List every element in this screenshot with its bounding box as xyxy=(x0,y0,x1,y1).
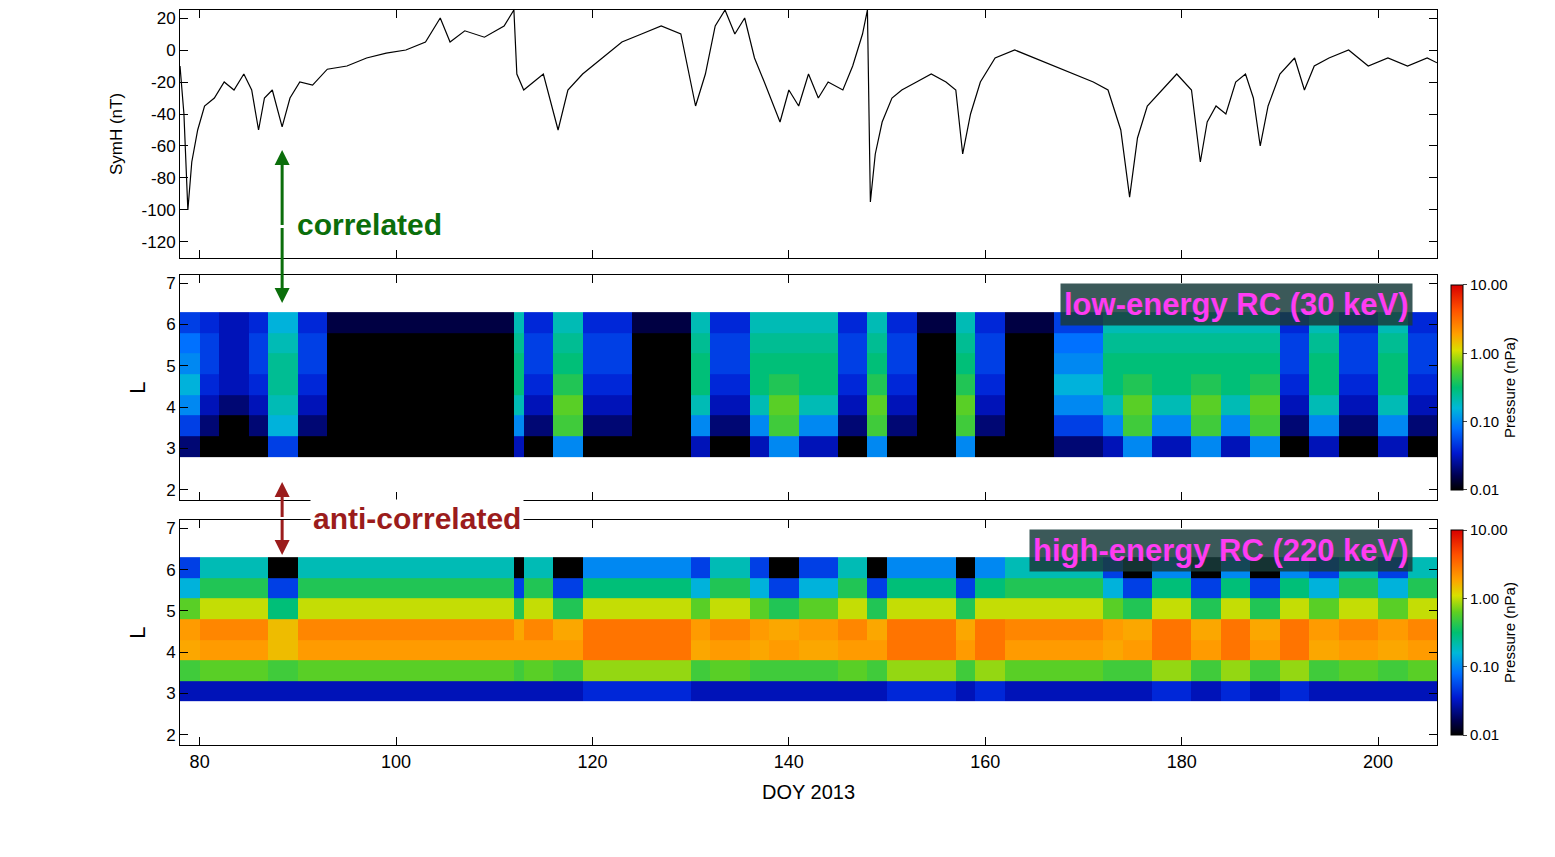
svg-text:1.00: 1.00 xyxy=(1470,345,1499,362)
svg-text:L: L xyxy=(125,626,150,638)
svg-text:4: 4 xyxy=(166,643,175,662)
svg-text:0.10: 0.10 xyxy=(1470,413,1499,430)
svg-text:3: 3 xyxy=(166,439,175,458)
svg-text:0.01: 0.01 xyxy=(1470,481,1499,498)
svg-text:140: 140 xyxy=(774,752,804,772)
svg-text:7: 7 xyxy=(166,519,175,538)
svg-text:2: 2 xyxy=(166,726,175,745)
svg-text:-60: -60 xyxy=(151,137,176,156)
svg-text:20: 20 xyxy=(157,9,176,28)
svg-text:-20: -20 xyxy=(151,73,176,92)
svg-text:DOY 2013: DOY 2013 xyxy=(762,781,855,803)
svg-text:7: 7 xyxy=(166,274,175,293)
svg-text:200: 200 xyxy=(1363,752,1393,772)
svg-text:-40: -40 xyxy=(151,105,176,124)
svg-text:-120: -120 xyxy=(142,233,176,252)
svg-text:correlated: correlated xyxy=(297,208,442,241)
svg-text:low-energy RC (30 keV): low-energy RC (30 keV) xyxy=(1064,287,1409,322)
svg-text:100: 100 xyxy=(381,752,411,772)
svg-text:160: 160 xyxy=(970,752,1000,772)
svg-text:Pressure (nPa): Pressure (nPa) xyxy=(1501,337,1518,438)
svg-text:2: 2 xyxy=(166,481,175,500)
svg-text:10.00: 10.00 xyxy=(1470,521,1508,538)
svg-text:6: 6 xyxy=(166,561,175,580)
svg-text:10.00: 10.00 xyxy=(1470,276,1508,293)
svg-text:Pressure (nPa): Pressure (nPa) xyxy=(1501,582,1518,683)
svg-text:-80: -80 xyxy=(151,169,176,188)
svg-text:5: 5 xyxy=(166,602,175,621)
svg-text:180: 180 xyxy=(1167,752,1197,772)
svg-text:0.01: 0.01 xyxy=(1470,726,1499,743)
svg-text:anti-correlated: anti-correlated xyxy=(313,502,521,535)
svg-text:high-energy RC (220 keV): high-energy RC (220 keV) xyxy=(1033,533,1409,568)
svg-text:1.00: 1.00 xyxy=(1470,590,1499,607)
svg-text:SymH (nT): SymH (nT) xyxy=(107,93,126,175)
svg-text:3: 3 xyxy=(166,684,175,703)
svg-text:L: L xyxy=(125,381,150,393)
svg-text:4: 4 xyxy=(166,398,175,417)
svg-text:120: 120 xyxy=(577,752,607,772)
svg-text:5: 5 xyxy=(166,357,175,376)
svg-text:6: 6 xyxy=(166,315,175,334)
svg-text:0: 0 xyxy=(166,41,175,60)
svg-text:80: 80 xyxy=(190,752,210,772)
svg-text:-100: -100 xyxy=(142,201,176,220)
svg-text:0.10: 0.10 xyxy=(1470,658,1499,675)
